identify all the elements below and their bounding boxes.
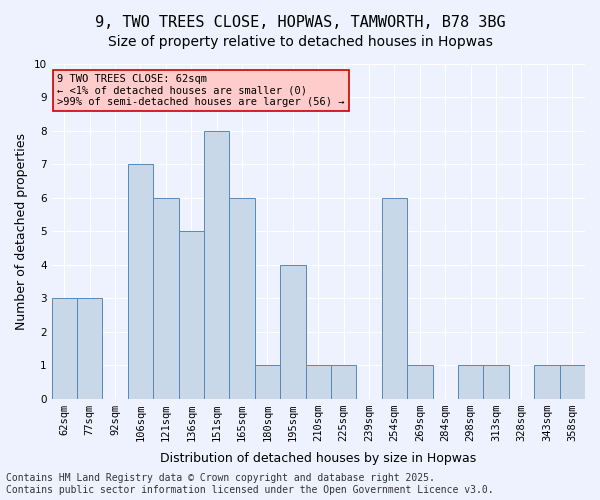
- Bar: [52, 298, 77, 398]
- Bar: [153, 198, 179, 398]
- Text: Contains HM Land Registry data © Crown copyright and database right 2025.
Contai: Contains HM Land Registry data © Crown c…: [6, 474, 494, 495]
- Bar: [128, 164, 153, 398]
- Bar: [204, 131, 229, 398]
- Bar: [534, 365, 560, 398]
- Bar: [255, 365, 280, 398]
- Bar: [179, 232, 204, 398]
- Bar: [280, 264, 305, 398]
- Bar: [77, 298, 103, 398]
- Bar: [305, 365, 331, 398]
- Bar: [458, 365, 484, 398]
- X-axis label: Distribution of detached houses by size in Hopwas: Distribution of detached houses by size …: [160, 452, 476, 465]
- Bar: [407, 365, 433, 398]
- Bar: [331, 365, 356, 398]
- Bar: [560, 365, 585, 398]
- Bar: [229, 198, 255, 398]
- Text: 9 TWO TREES CLOSE: 62sqm
← <1% of detached houses are smaller (0)
>99% of semi-d: 9 TWO TREES CLOSE: 62sqm ← <1% of detach…: [57, 74, 344, 107]
- Bar: [484, 365, 509, 398]
- Text: Size of property relative to detached houses in Hopwas: Size of property relative to detached ho…: [107, 35, 493, 49]
- Bar: [382, 198, 407, 398]
- Y-axis label: Number of detached properties: Number of detached properties: [15, 133, 28, 330]
- Text: 9, TWO TREES CLOSE, HOPWAS, TAMWORTH, B78 3BG: 9, TWO TREES CLOSE, HOPWAS, TAMWORTH, B7…: [95, 15, 505, 30]
